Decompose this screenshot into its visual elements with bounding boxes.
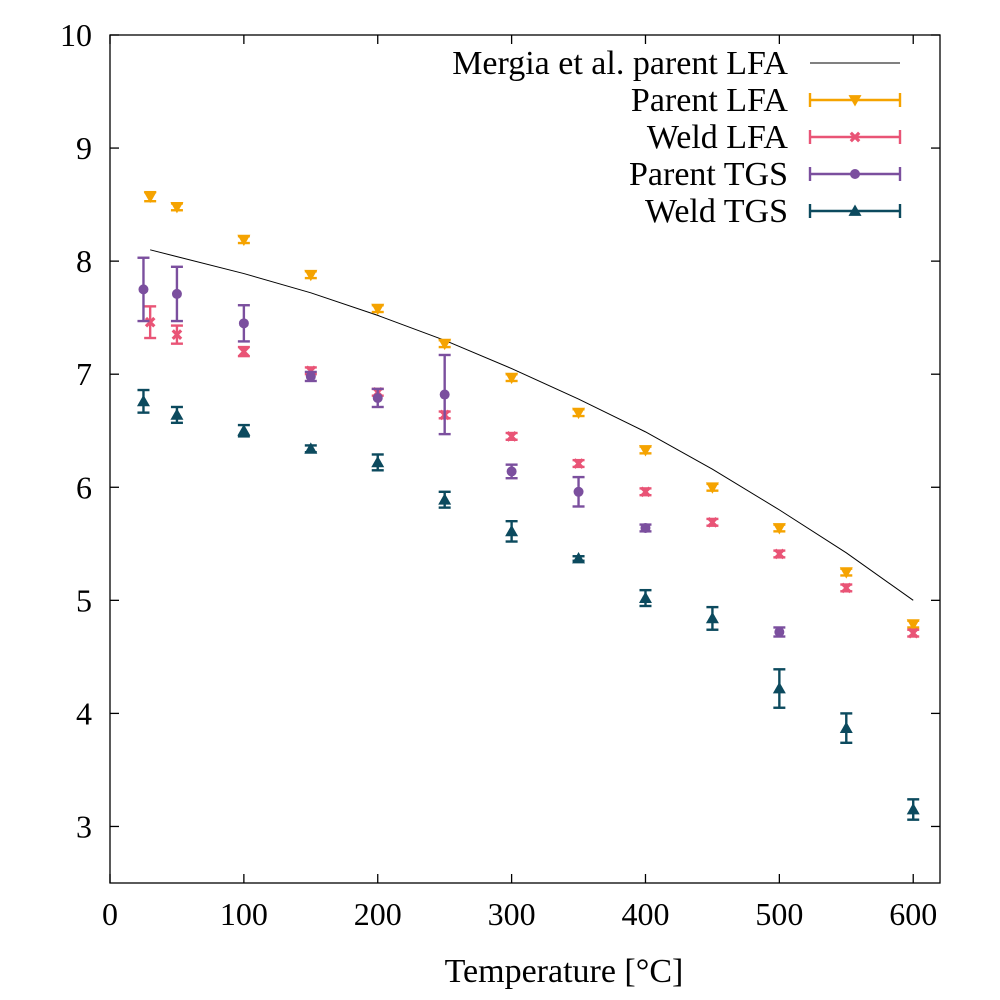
data-point-weld-tgs [505, 524, 519, 537]
data-point-parent-tgs [573, 486, 584, 497]
axis-ticks: 0 100 200 300 400 500 600 3 4 5 6 7 8 9 10 [60, 17, 940, 932]
data-point-weld-lfa-stroke-b [774, 548, 785, 560]
data-point-weld-lfa-stroke-b [840, 582, 852, 594]
data-point-parent-lfa [143, 191, 157, 204]
data-point-weld-lfa-stroke-b [171, 329, 183, 340]
data-point-weld-tgs [572, 551, 586, 564]
data-point-parent-tgs [305, 371, 316, 382]
data-point-parent-tgs [439, 389, 450, 400]
x-tick-label: 100 [220, 896, 268, 932]
series-parent-lfa [143, 190, 920, 631]
y-tick-label: 8 [76, 243, 92, 279]
legend-item-weld-lfa: Weld LFA [647, 119, 902, 156]
legend-marker-parent-lfa [848, 95, 862, 107]
y-tick-label: 10 [60, 17, 92, 53]
data-point-weld-tgs [906, 803, 920, 815]
y-tick-label: 6 [76, 469, 92, 505]
data-point-parent-lfa [572, 407, 586, 420]
x-tick-label: 200 [354, 896, 402, 932]
series-line-mergia-et-al-parent-lfa [150, 249, 914, 601]
data-point-parent-lfa [705, 482, 719, 494]
y-tick-label: 5 [76, 582, 92, 618]
data-point-parent-lfa [906, 619, 920, 631]
x-tick-label: 500 [755, 896, 803, 932]
legend-item-parent-tgs: Parent TGS [629, 156, 902, 193]
data-point-weld-lfa [171, 329, 183, 340]
data-point-parent-lfa [839, 567, 853, 579]
data-point-weld-lfa [640, 486, 651, 498]
series-parent-tgs [137, 256, 786, 638]
y-tick-label: 9 [76, 130, 92, 166]
legend-label: Parent LFA [631, 82, 789, 119]
legend-marker-weld-tgs [848, 204, 862, 216]
data-point-weld-lfa-stroke-b [144, 316, 156, 328]
data-point-parent-tgs [506, 466, 517, 477]
series-weld-tgs [136, 388, 920, 821]
data-point-parent-tgs [774, 626, 785, 637]
y-tick-label: 7 [76, 356, 92, 392]
data-point-weld-tgs [170, 408, 184, 420]
data-point-weld-lfa [707, 516, 718, 528]
data-point-weld-tgs [839, 721, 853, 733]
data-point-weld-tgs [438, 493, 452, 505]
data-point-weld-lfa-stroke-b [640, 486, 651, 498]
legend-item-parent-lfa: Parent LFA [631, 82, 902, 119]
data-point-parent-lfa [438, 338, 452, 351]
x-tick-label: 600 [889, 896, 937, 932]
x-tick-label: 300 [488, 896, 536, 932]
legend-label: Weld TGS [645, 193, 788, 230]
data-point-weld-lfa-stroke-b [238, 346, 250, 357]
data-point-parent-lfa [772, 523, 786, 535]
y-tick-label: 3 [76, 808, 92, 844]
x-tick-label: 0 [102, 896, 118, 932]
plot-frame [109, 34, 941, 884]
series-mergia-et-al-parent-lfa [150, 249, 914, 601]
data-point-weld-tgs [705, 611, 719, 624]
data-point-weld-lfa [774, 548, 785, 560]
data-point-weld-lfa [907, 627, 919, 639]
legend-item-mergia-et-al-parent-lfa: Mergia et al. parent LFA [452, 45, 900, 82]
legend-marker-weld-lfa-stroke-b [849, 131, 861, 143]
data-point-weld-lfa [840, 582, 852, 594]
series-weld-lfa [144, 305, 920, 639]
data-point-parent-tgs [640, 522, 651, 533]
data-point-weld-tgs [772, 682, 786, 694]
data-point-parent-lfa [170, 201, 184, 214]
data-point-parent-lfa [638, 445, 652, 457]
legend-label: Weld LFA [647, 119, 789, 156]
data-point-weld-tgs [136, 394, 150, 407]
data-point-weld-lfa-stroke-b [573, 458, 584, 469]
data-point-weld-lfa [506, 431, 517, 442]
data-point-weld-tgs [371, 455, 385, 468]
data-point-parent-lfa [304, 269, 318, 282]
data-point-weld-lfa [238, 346, 250, 357]
data-point-weld-lfa-stroke-b [707, 516, 718, 528]
legend-marker-weld-lfa [849, 131, 861, 143]
y-tick-label: 4 [76, 695, 92, 731]
x-tick-label: 400 [621, 896, 669, 932]
data-point-weld-lfa-stroke-b [907, 627, 919, 639]
data-point-weld-tgs [638, 591, 652, 603]
data-point-parent-lfa [371, 303, 385, 316]
legend-label: Mergia et al. parent LFA [452, 45, 788, 82]
x-axis-title: Temperature [°C] [445, 953, 684, 990]
data-point-weld-lfa [144, 316, 156, 328]
data-point-parent-lfa [237, 234, 251, 247]
legend-marker-parent-tgs [850, 169, 860, 179]
series-layer [136, 190, 920, 821]
data-point-parent-tgs [238, 318, 249, 329]
legend-item-weld-tgs: Weld TGS [645, 193, 902, 230]
data-point-weld-tgs [304, 442, 318, 454]
data-point-weld-lfa-stroke-b [506, 431, 517, 442]
data-point-weld-lfa [573, 458, 584, 469]
data-point-weld-tgs [237, 424, 251, 436]
data-point-parent-tgs [138, 284, 149, 295]
data-point-parent-tgs [171, 288, 182, 299]
data-point-parent-tgs [372, 392, 383, 403]
legend-label: Parent TGS [629, 156, 788, 193]
data-point-parent-lfa [505, 372, 519, 385]
